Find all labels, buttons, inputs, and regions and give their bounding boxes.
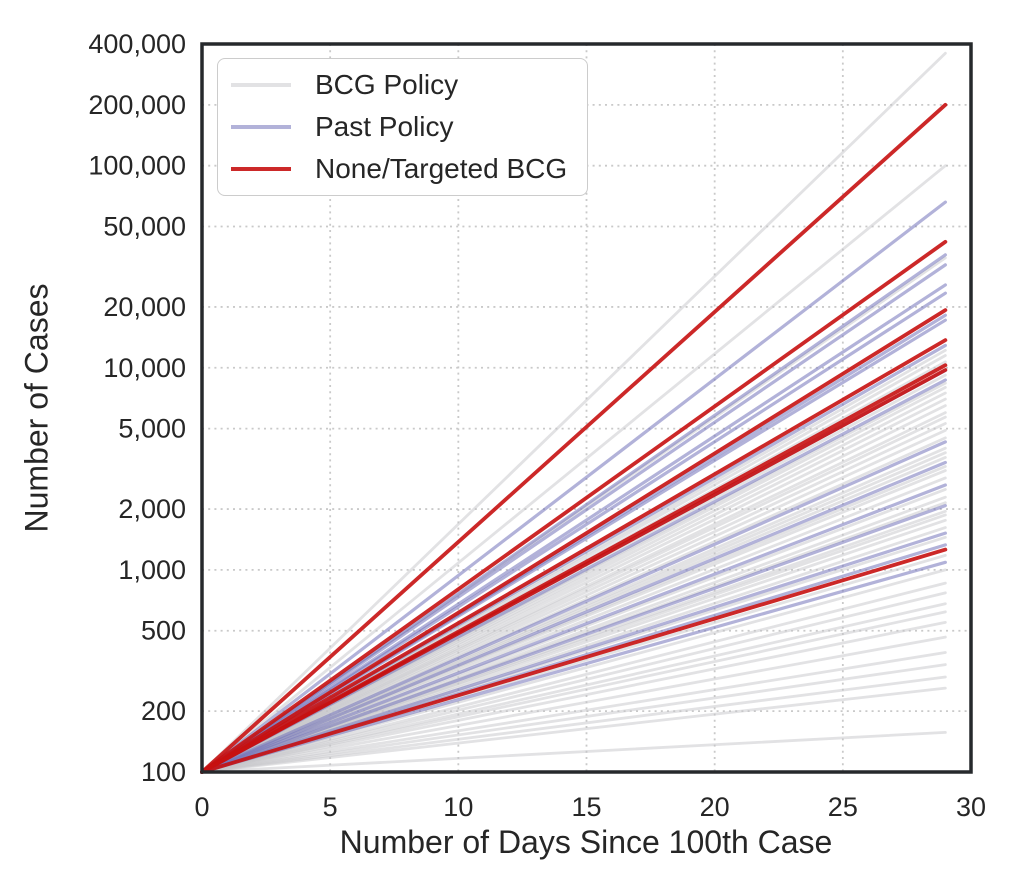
- y-tick-label: 400,000: [88, 29, 186, 59]
- x-tick-label: 5: [323, 792, 338, 822]
- x-tick-label: 30: [956, 792, 986, 822]
- y-tick-label: 200: [141, 696, 186, 726]
- trajectory-line: [200, 460, 947, 774]
- trajectory-line: [200, 239, 948, 774]
- legend-swatch-bcg-policy: [231, 83, 291, 87]
- trajectory-line: [200, 675, 947, 774]
- trajectory-line: [200, 291, 947, 774]
- legend-swatch-past-policy: [231, 125, 291, 129]
- legend-item-past-policy: Past Policy: [231, 113, 577, 141]
- x-tick-label: 10: [443, 792, 473, 822]
- trajectory-line: [200, 686, 947, 774]
- trajectory-line: [200, 560, 947, 774]
- trajectory-line: [200, 51, 947, 774]
- y-tick-label: 1,000: [118, 555, 186, 585]
- trajectory-line: [200, 610, 947, 774]
- y-tick-label: 100: [141, 757, 186, 787]
- trajectory-line: [200, 200, 947, 774]
- x-axis-label: Number of Days Since 100th Case: [339, 824, 833, 860]
- y-tick-label: 2,000: [118, 494, 186, 524]
- trajectory-line: [200, 263, 947, 774]
- legend-item-bcg-policy: BCG Policy: [231, 71, 577, 99]
- series-none-targeted-bcg: [200, 102, 948, 774]
- trajectory-line: [200, 483, 947, 774]
- y-tick-label: 200,000: [88, 90, 186, 120]
- trajectory-line: [200, 635, 947, 774]
- trajectory-line: [200, 368, 948, 774]
- y-tick-label: 20,000: [103, 292, 186, 322]
- trajectory-line: [200, 547, 948, 774]
- trajectory-line: [200, 102, 948, 774]
- x-tick-label: 20: [700, 792, 730, 822]
- legend-label-bcg-policy: BCG Policy: [315, 69, 459, 100]
- y-axis-label: Number of Cases: [18, 283, 55, 533]
- trajectory-line: [200, 531, 947, 774]
- legend-item-none-targeted-bcg: None/Targeted BCG: [231, 155, 577, 183]
- trajectory-line: [200, 663, 947, 774]
- trajectory-line: [200, 504, 947, 774]
- y-tick-label: 5,000: [118, 414, 186, 444]
- x-tick-label: 0: [194, 792, 209, 822]
- trajectory-line: [200, 731, 947, 774]
- trajectory-line: [200, 440, 947, 774]
- y-tick-label: 500: [141, 616, 186, 646]
- y-tick-label: 10,000: [103, 353, 186, 383]
- trajectory-line: [200, 651, 947, 774]
- trajectory-line: [200, 164, 947, 774]
- legend-swatch-none-targeted-bcg: [231, 167, 291, 171]
- y-tick-label: 50,000: [103, 212, 186, 242]
- legend-label-past-policy: Past Policy: [315, 111, 454, 142]
- legend-label-none-targeted-bcg: None/Targeted BCG: [315, 153, 568, 184]
- y-tick-label: 100,000: [88, 151, 186, 181]
- trajectory-line: [200, 308, 948, 774]
- x-tick-label: 15: [571, 792, 601, 822]
- trajectory-line: [200, 620, 947, 774]
- x-tick-label: 25: [828, 792, 858, 822]
- plot-frame: [200, 42, 973, 774]
- legend: BCG Policy Past Policy None/Targeted BCG: [217, 58, 588, 196]
- trajectory-line: [200, 581, 947, 774]
- trajectory-line: [200, 591, 947, 774]
- trajectory-line: [200, 338, 948, 774]
